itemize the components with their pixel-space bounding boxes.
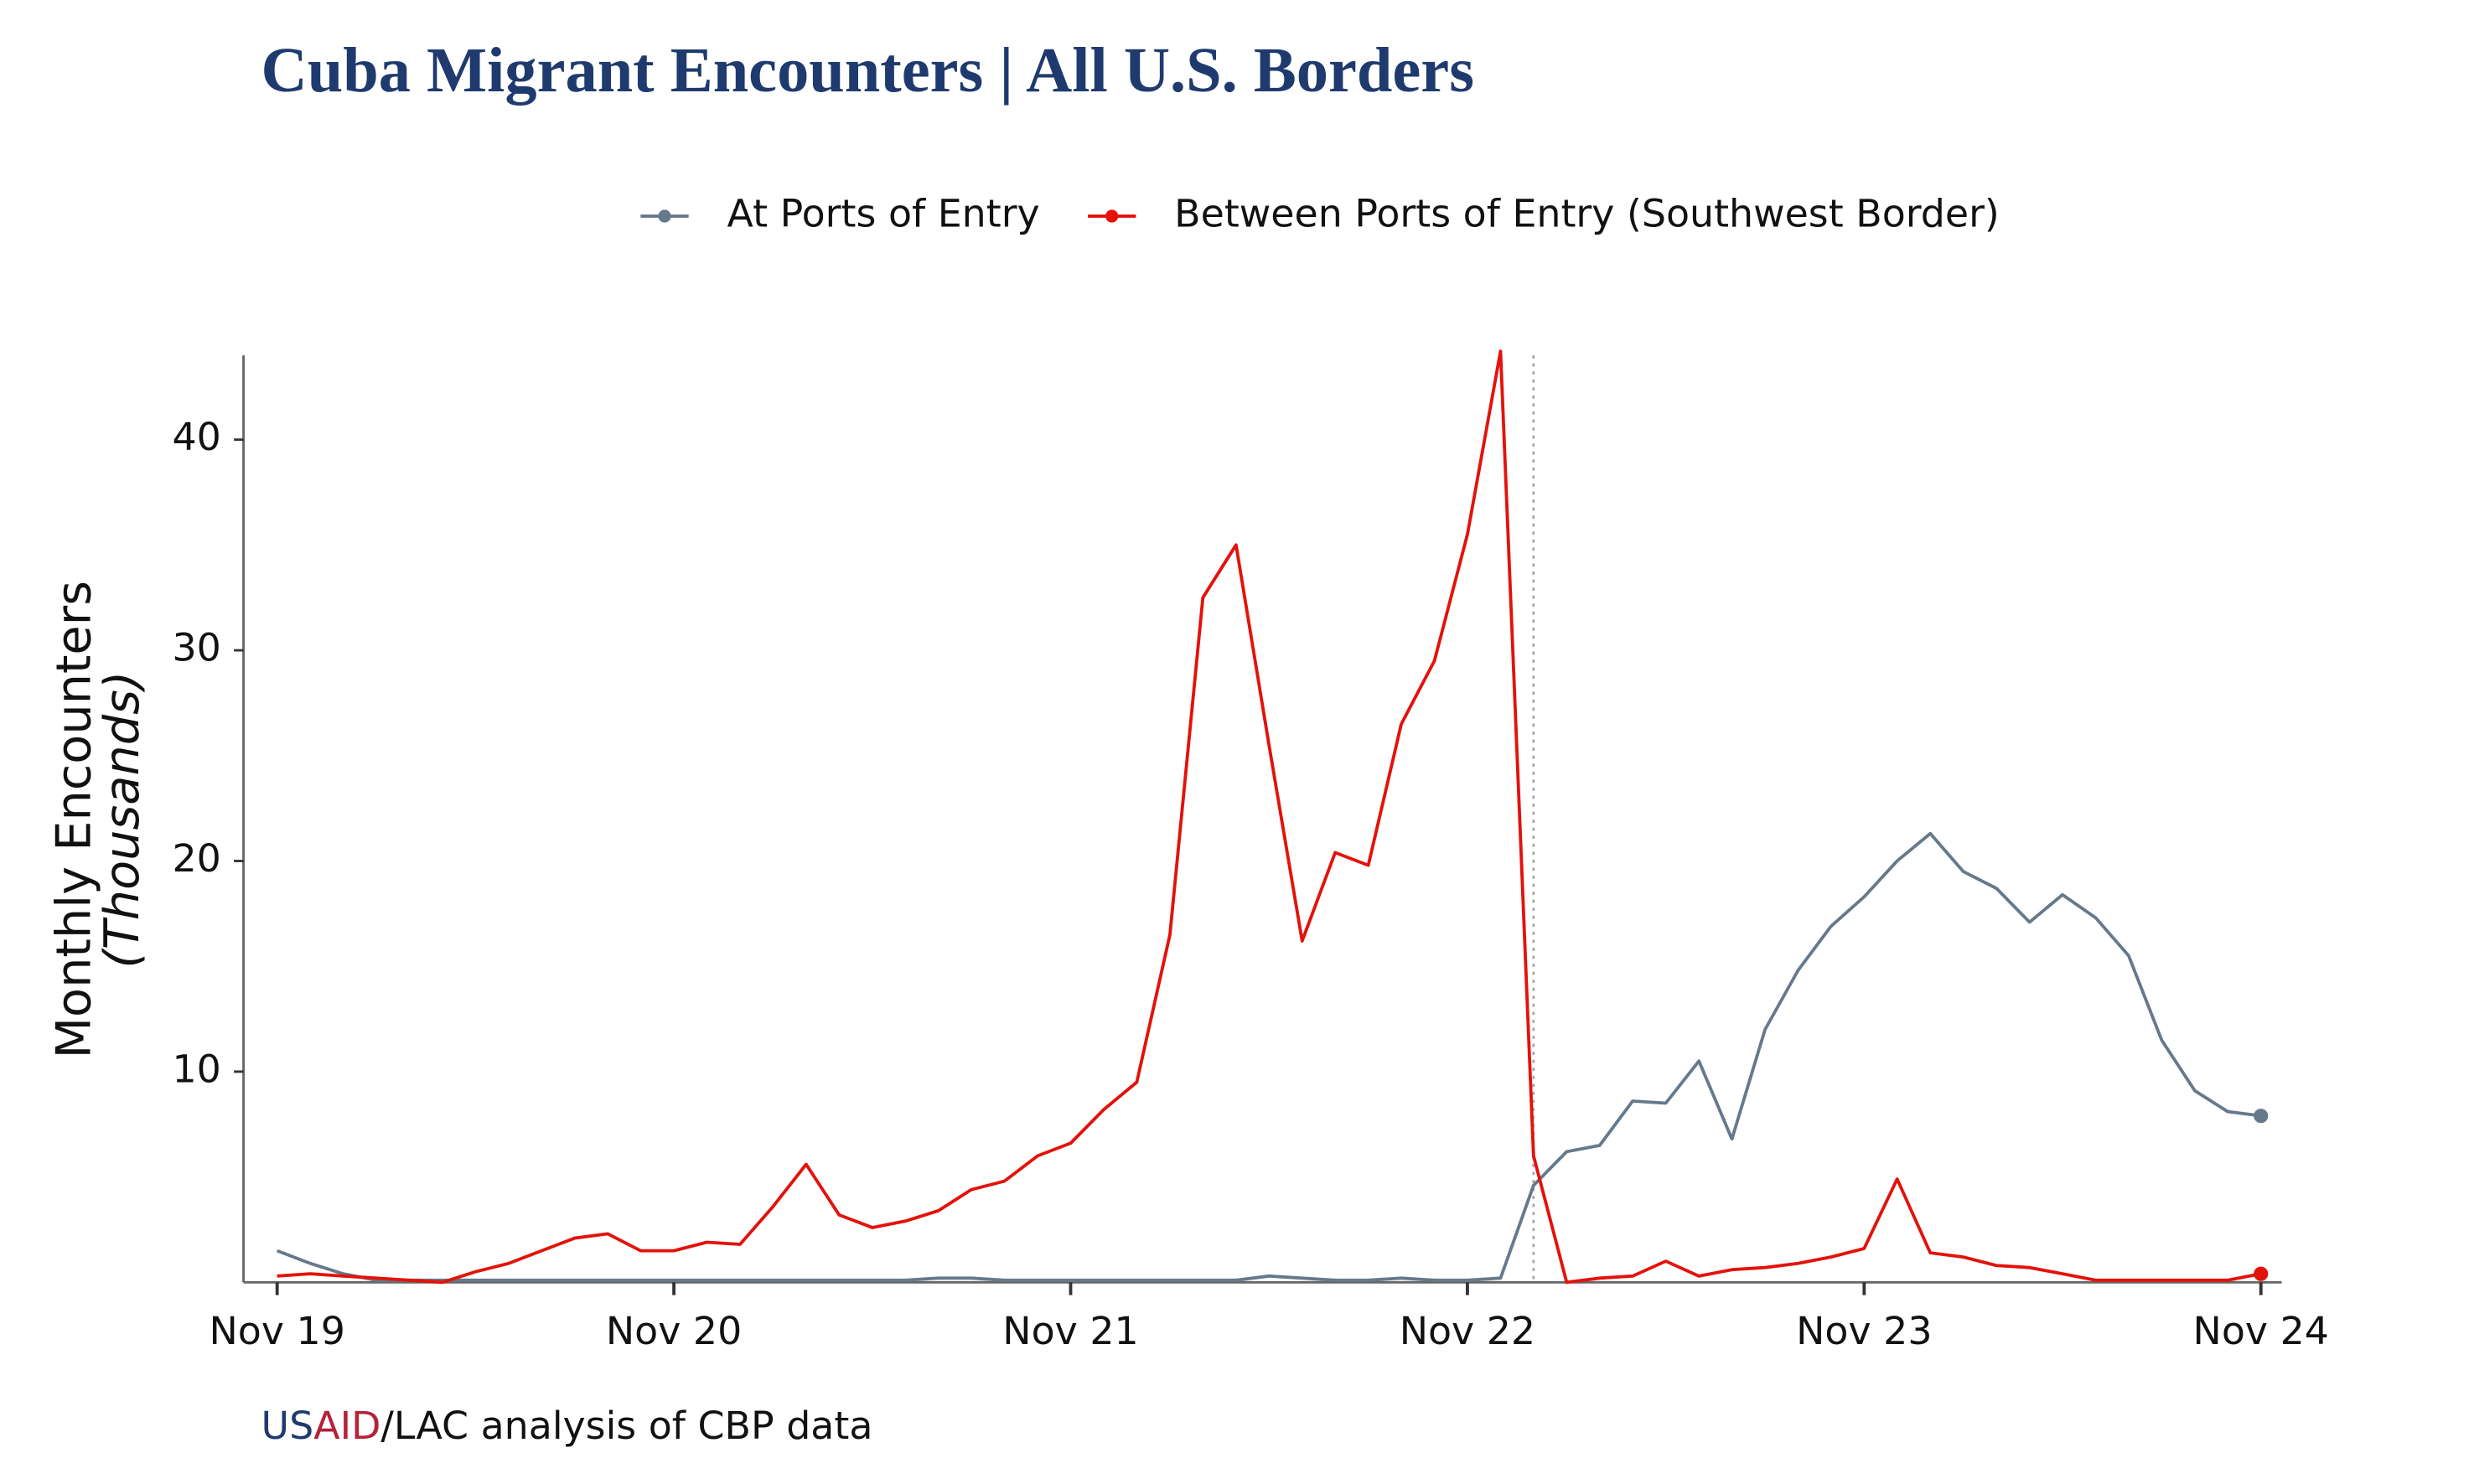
x-tick-label: Nov 23 xyxy=(1796,1308,1932,1353)
y-tick-label: 10 xyxy=(172,1046,220,1091)
x-tick-label: Nov 20 xyxy=(606,1308,742,1353)
y-tick-label: 30 xyxy=(172,625,220,670)
legend-label: At Ports of Entry xyxy=(727,190,1040,235)
x-tick-label: Nov 21 xyxy=(1002,1308,1138,1353)
x-tick-label: Nov 22 xyxy=(1400,1308,1535,1353)
end-point xyxy=(2254,1266,2269,1281)
legend-label: Between Ports of Entry (Southwest Border… xyxy=(1174,190,2000,235)
legend-dot xyxy=(658,209,671,223)
source-part: US xyxy=(261,1403,314,1448)
series-line xyxy=(277,349,2262,1285)
source-part: /LAC analysis of CBP data xyxy=(380,1403,872,1448)
source-part: AID xyxy=(313,1403,380,1448)
y-axis-label: Monthly Encounters (Thousands) xyxy=(45,581,149,1058)
legend-dot xyxy=(1105,209,1119,223)
y-label: Monthly Encounters xyxy=(45,581,101,1058)
x-tick-label: Nov 24 xyxy=(2193,1308,2329,1353)
x-tick-label: Nov 19 xyxy=(209,1308,344,1353)
chart-title: Cuba Migrant Encounters | All U.S. Borde… xyxy=(261,34,1474,106)
series-line xyxy=(276,831,2261,1282)
source: USAID/LAC analysis of CBP data xyxy=(261,1403,873,1448)
legend: At Ports of Entry Between Ports of Entry … xyxy=(640,190,2000,235)
y-tick-label: 40 xyxy=(172,414,220,459)
y-label-unit: (Thousands) xyxy=(94,671,150,969)
end-point xyxy=(2254,1109,2269,1124)
y-tick-label: 20 xyxy=(172,835,220,881)
